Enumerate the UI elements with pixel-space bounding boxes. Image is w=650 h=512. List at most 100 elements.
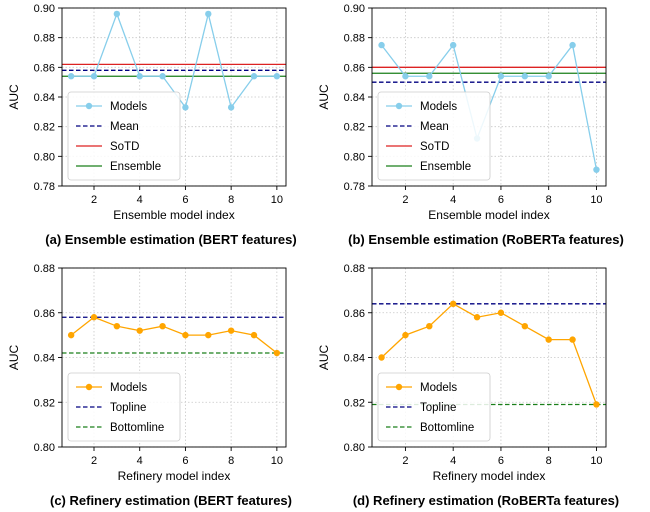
legend-label: Bottomline	[110, 422, 164, 434]
data-point	[402, 331, 409, 339]
y-tick-label: 0.88	[34, 33, 55, 45]
data-point	[449, 300, 457, 307]
data-point	[113, 322, 121, 330]
x-tick-label: 2	[402, 455, 408, 467]
legend-box	[67, 91, 181, 181]
data-point	[521, 73, 529, 80]
legend-label: Ensemble	[110, 161, 161, 173]
legend-marker	[85, 102, 93, 110]
y-tick-label: 0.80	[344, 442, 365, 454]
y-tick-label: 0.82	[344, 122, 365, 134]
chart-caption: (a) Ensemble estimation (BERT features)	[45, 232, 296, 247]
data-point	[250, 331, 258, 339]
legend-box	[377, 91, 491, 181]
x-tick-label: 6	[498, 194, 504, 206]
legend-box	[67, 372, 181, 442]
data-point	[545, 336, 552, 343]
y-tick-label: 0.84	[34, 353, 55, 365]
x-tick-label: 10	[590, 455, 602, 467]
legend-label: SoTD	[420, 141, 449, 153]
data-point	[521, 322, 529, 330]
data-point	[545, 73, 552, 80]
x-tick-label: 10	[590, 194, 602, 206]
y-tick-label: 0.84	[344, 92, 365, 104]
legend: Models Topline Bottomline	[67, 372, 181, 442]
y-tick-label: 0.84	[34, 92, 55, 104]
x-tick-label: 4	[450, 455, 456, 467]
legend-marker	[395, 383, 403, 391]
legend-label: Topline	[420, 402, 456, 414]
legend-label: Mean	[420, 121, 449, 133]
data-point	[113, 10, 121, 18]
legend-label: Models	[420, 101, 457, 113]
chart-panel-c: 2 4 6 8 10 0.80 0.82 0.84 0.86 0.88 Refinery model…	[7, 263, 292, 508]
data-point	[136, 327, 143, 334]
legend-label: Models	[110, 382, 147, 394]
y-axis-label: AUC	[7, 345, 21, 371]
chart-panel-b: 2 4 6 8 10 0.78 0.80 0.82 0.84 0.86 0.88 0.90 Ensemb…	[317, 3, 624, 247]
legend: Models Mean SoTD Ensemble	[67, 91, 181, 181]
data-point	[569, 336, 576, 343]
y-tick-label: 0.80	[34, 442, 55, 454]
legend-label: Mean	[110, 121, 139, 133]
y-tick-label: 0.82	[34, 122, 55, 134]
x-tick-label: 6	[182, 455, 188, 467]
series-line-models	[70, 316, 278, 354]
y-tick-label: 0.88	[34, 263, 55, 275]
x-tick-label: 8	[546, 455, 552, 467]
chart-caption: (d) Refinery estimation (RoBERTa feature…	[353, 493, 619, 508]
x-axis-label: Refinery model index	[433, 469, 546, 483]
data-point	[497, 73, 505, 80]
data-point	[497, 309, 505, 316]
data-point	[90, 314, 98, 321]
y-tick-label: 0.80	[344, 151, 365, 163]
data-point	[593, 166, 600, 173]
data-point	[159, 322, 166, 330]
y-axis-label: AUC	[317, 84, 331, 110]
y-tick-label: 0.90	[344, 3, 365, 15]
data-point	[67, 331, 75, 339]
y-tick-label: 0.86	[34, 308, 55, 320]
legend: Models Mean SoTD Ensemble	[377, 91, 491, 181]
legend-box	[377, 372, 491, 442]
y-tick-label: 0.84	[344, 353, 365, 365]
x-axis-label: Ensemble model index	[428, 208, 549, 222]
legend-label: Models	[110, 101, 147, 113]
data-point	[426, 322, 433, 330]
x-axis-label: Ensemble model index	[113, 208, 234, 222]
data-point	[402, 73, 409, 80]
x-tick-label: 2	[402, 194, 408, 206]
data-point	[378, 354, 385, 361]
y-tick-label: 0.78	[34, 181, 55, 193]
data-point	[182, 104, 189, 111]
x-tick-label: 2	[91, 194, 97, 206]
data-point	[426, 73, 433, 80]
x-tick-label: 6	[182, 194, 188, 206]
y-tick-label: 0.90	[34, 3, 55, 15]
chart-caption: (b) Ensemble estimation (RoBERTa feature…	[348, 232, 624, 247]
legend-marker	[85, 383, 93, 391]
chart-panel-a: 2 4 6 8 10 0.78 0.80 0.82 0.84 0.86 0.88 0.90 Ensemb…	[7, 3, 297, 247]
x-tick-label: 4	[137, 455, 143, 467]
data-point	[90, 73, 98, 80]
y-tick-label: 0.86	[344, 308, 365, 320]
x-tick-label: 2	[91, 455, 97, 467]
legend-label: Bottomline	[420, 422, 474, 434]
legend-label: Ensemble	[420, 161, 471, 173]
y-tick-label: 0.82	[34, 397, 55, 409]
y-tick-label: 0.86	[34, 62, 55, 74]
data-point	[159, 73, 166, 80]
x-tick-label: 4	[137, 194, 143, 206]
y-axis-label: AUC	[317, 345, 331, 371]
data-point	[136, 73, 143, 80]
x-tick-label: 8	[546, 194, 552, 206]
x-tick-label: 10	[271, 194, 283, 206]
data-point	[449, 41, 457, 49]
data-point	[273, 349, 281, 357]
y-tick-label: 0.78	[344, 181, 365, 193]
x-tick-label: 6	[498, 455, 504, 467]
data-point	[227, 327, 235, 334]
legend: Models Topline Bottomline	[377, 372, 491, 442]
data-point	[67, 73, 75, 80]
